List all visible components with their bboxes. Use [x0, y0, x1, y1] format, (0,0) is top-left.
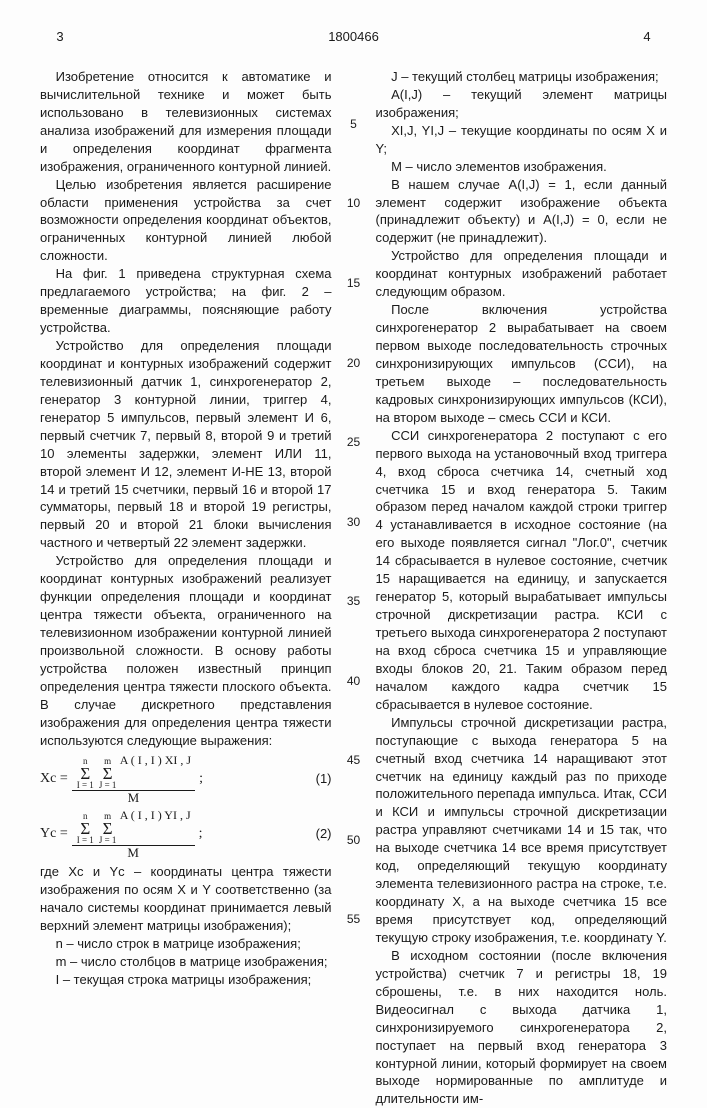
line-number-gutter: 5 10 15 20 25 30 35 40 45 50 55 [346, 68, 362, 1108]
paragraph: n – число строк в матрице изображения; [40, 935, 332, 953]
paragraph: J – текущий столбец матрицы изображения; [376, 68, 668, 86]
equation-2: Yс = n Σ I = 1 m Σ J = 1 A ( I , [40, 809, 332, 860]
line-number: 20 [346, 355, 362, 372]
paragraph: После включения устройства синхрогенерат… [376, 301, 668, 427]
paragraph: В нашем случае A(I,J) = 1, если данный э… [376, 176, 668, 248]
semicolon: ; [199, 824, 203, 843]
sigma-icon: n Σ I = 1 [77, 757, 94, 790]
paragraph: В исходном состоянии (после включения ус… [376, 947, 668, 1108]
xc-label: Xс = [40, 769, 68, 788]
line-number: 15 [346, 275, 362, 292]
paragraph: Изобретение относится к автоматике и выч… [40, 68, 332, 176]
line-number: 35 [346, 593, 362, 610]
equation-1: Xс = n Σ I = 1 m Σ J = 1 A ( I , [40, 754, 332, 805]
paragraph: Устройство для определения площади коорд… [40, 337, 332, 552]
paragraph: На фиг. 1 приведена структурная схема пр… [40, 265, 332, 337]
paragraph: Устройство для определения площади и коо… [40, 552, 332, 749]
line-number: 5 [346, 116, 362, 133]
paragraph: I – текущая строка матрицы изображения; [40, 971, 332, 989]
equation-math: Xс = n Σ I = 1 m Σ J = 1 A ( I , [40, 754, 203, 805]
denominator: M [124, 791, 144, 805]
line-number: 45 [346, 752, 362, 769]
equation-math: Yс = n Σ I = 1 m Σ J = 1 A ( I , [40, 809, 203, 860]
line-number: 40 [346, 673, 362, 690]
semicolon: ; [199, 769, 203, 788]
document-number: 1800466 [80, 28, 627, 46]
page-number-right: 4 [627, 28, 667, 46]
paragraph: m – число столбцов в матрице изображения… [40, 953, 332, 971]
fraction: n Σ I = 1 m Σ J = 1 A ( I , I ) XI , J M [72, 754, 195, 805]
paragraph: ССИ синхрогенератора 2 поступают с его п… [376, 427, 668, 714]
line-number: 30 [346, 514, 362, 531]
paragraph: Устройство для определения площади и коо… [376, 247, 668, 301]
fraction: n Σ I = 1 m Σ J = 1 A ( I , I ) YI , J M [72, 809, 195, 860]
line-number: 55 [346, 911, 362, 928]
right-column: J – текущий столбец матрицы изображения;… [376, 68, 668, 1108]
paragraph: Целью изобретения является расширение об… [40, 176, 332, 266]
numerator: n Σ I = 1 m Σ J = 1 A ( I , I ) YI , J [72, 809, 195, 846]
paragraph: A(I,J) – текущий элемент матрицы изображ… [376, 86, 668, 122]
line-number: 10 [346, 195, 362, 212]
sigma-icon: m Σ J = 1 [99, 812, 117, 845]
page-number-left: 3 [40, 28, 80, 46]
denominator: M [123, 846, 143, 860]
equation-number: (1) [316, 770, 332, 788]
left-column: Изобретение относится к автоматике и выч… [40, 68, 332, 1108]
paragraph: М – число элементов изображения. [376, 158, 668, 176]
equation-number: (2) [316, 825, 332, 843]
numerator: n Σ I = 1 m Σ J = 1 A ( I , I ) XI , J [72, 754, 195, 791]
paragraph: Импульсы строчной дискретизации растра, … [376, 714, 668, 947]
text-columns: Изобретение относится к автоматике и выч… [40, 68, 667, 1108]
page-header: 3 1800466 4 [40, 28, 667, 46]
line-number: 50 [346, 832, 362, 849]
paragraph: где Xс и Yс – координаты центра тяжести … [40, 863, 332, 935]
paragraph: XI,J, YI,J – текущие координаты по осям … [376, 122, 668, 158]
sigma-icon: m Σ J = 1 [99, 757, 117, 790]
sigma-icon: n Σ I = 1 [77, 812, 94, 845]
yc-label: Yс = [40, 824, 68, 843]
line-number: 25 [346, 434, 362, 451]
